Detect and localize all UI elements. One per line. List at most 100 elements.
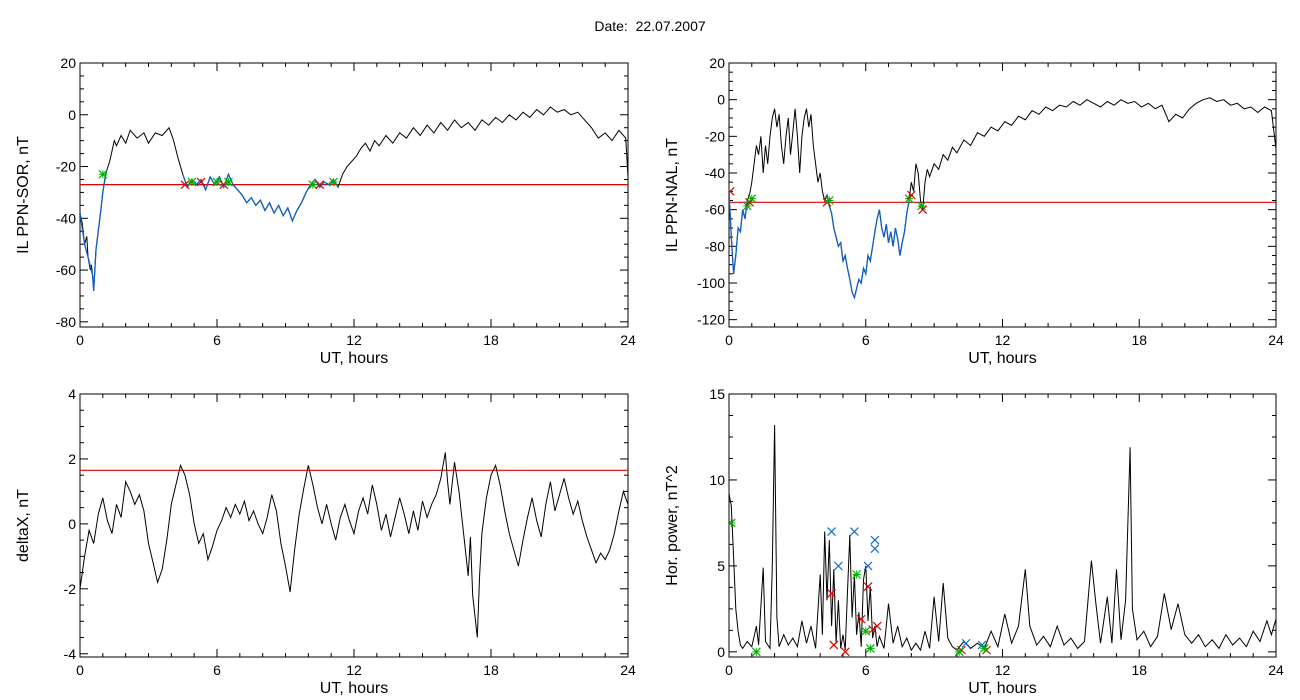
x-tick-label: 6 bbox=[862, 332, 870, 348]
y-axis-label: deltaX, nT bbox=[15, 489, 32, 562]
y-tick-label: -80 bbox=[56, 314, 76, 330]
marker-stroke bbox=[729, 186, 735, 194]
green-marker bbox=[917, 201, 927, 211]
y-tick-label: 10 bbox=[709, 472, 725, 488]
y-tick-label: -60 bbox=[56, 262, 76, 278]
x-tick-label: 18 bbox=[483, 332, 499, 348]
x-tick-label: 18 bbox=[1131, 332, 1147, 348]
chart-panel-2: 0 6 12 18 24 20 0 -20 -40 -60 -80 -100 -120 UT, hours… bbox=[664, 55, 1284, 367]
red-marker bbox=[827, 588, 836, 598]
marker-stroke bbox=[856, 614, 866, 624]
chart-panel-1: 0 6 12 18 24 20 0 -20 -40 -60 -80 UT, hours IL PPN-S… bbox=[15, 55, 636, 367]
x-axis-label: UT, hours bbox=[968, 350, 1036, 367]
y-tick-label: -100 bbox=[697, 275, 725, 291]
blue-marker bbox=[849, 527, 859, 536]
green-marker bbox=[861, 626, 871, 636]
plot-content bbox=[80, 106, 628, 291]
red-marker bbox=[196, 177, 206, 187]
y-tick-label: -120 bbox=[697, 312, 725, 328]
marker-stroke bbox=[829, 640, 839, 650]
green-marker bbox=[329, 177, 338, 187]
y-axis-label: IL PPN-NAL, nT bbox=[664, 138, 681, 252]
marker-stroke bbox=[315, 180, 325, 190]
green-marker bbox=[308, 180, 318, 190]
red-marker bbox=[180, 180, 190, 190]
x-tick-label: 12 bbox=[995, 662, 1011, 678]
blue-marker bbox=[833, 561, 843, 571]
red-marker bbox=[868, 625, 878, 634]
y-tick-label: 4 bbox=[68, 386, 76, 402]
x-tick-label: 24 bbox=[620, 332, 636, 348]
x-axis-label: UT, hours bbox=[320, 680, 388, 697]
x-tick-label: 18 bbox=[1131, 662, 1147, 678]
x-tick-label: 0 bbox=[725, 662, 733, 678]
x-tick-label: 6 bbox=[213, 662, 221, 678]
y-tick-label: 20 bbox=[709, 55, 725, 71]
marker-stroke bbox=[196, 177, 206, 187]
marker-stroke bbox=[868, 625, 878, 634]
blue-marker bbox=[863, 561, 873, 571]
plot-content bbox=[729, 97, 1276, 300]
marker-stroke bbox=[918, 205, 928, 215]
marker-stroke bbox=[840, 647, 850, 657]
marker-stroke bbox=[863, 582, 873, 591]
y-tick-label: -40 bbox=[705, 165, 725, 181]
series-line bbox=[80, 452, 628, 638]
y-tick-label: -60 bbox=[705, 202, 725, 218]
y-tick-label: 0 bbox=[68, 107, 76, 123]
y-tick-label: 20 bbox=[60, 55, 76, 71]
y-axis-label: Hor. power, nT^2 bbox=[664, 465, 681, 586]
y-tick-label: -20 bbox=[705, 128, 725, 144]
plot-content bbox=[729, 424, 1276, 657]
red-marker bbox=[872, 621, 882, 631]
series-line bbox=[729, 424, 1276, 652]
x-tick-label: 12 bbox=[346, 662, 362, 678]
green-marker bbox=[865, 643, 875, 653]
red-marker bbox=[840, 647, 850, 657]
marker-stroke bbox=[977, 640, 987, 650]
y-tick-label: 0 bbox=[717, 92, 725, 108]
x-tick-label: 24 bbox=[1268, 332, 1284, 348]
green-marker bbox=[212, 177, 222, 187]
green-marker bbox=[751, 647, 761, 657]
red-marker bbox=[856, 614, 866, 624]
highlight-segment bbox=[80, 171, 107, 291]
marker-stroke bbox=[827, 527, 836, 536]
marker-stroke bbox=[961, 638, 971, 648]
marker-stroke bbox=[863, 561, 873, 571]
series-line bbox=[729, 97, 1276, 300]
x-tick-label: 0 bbox=[76, 662, 84, 678]
chart-panel-3: 0 6 12 18 24 4 2 0 -2 -4 UT, hours deltaX, nT bbox=[15, 386, 636, 697]
green-marker bbox=[747, 194, 757, 204]
y-tick-label: 2 bbox=[68, 451, 76, 467]
y-tick-label: 0 bbox=[68, 516, 76, 532]
plot-frame bbox=[728, 393, 1277, 658]
green-marker bbox=[979, 643, 989, 653]
marker-stroke bbox=[849, 527, 859, 536]
highlight-segment bbox=[729, 191, 748, 274]
green-marker bbox=[187, 177, 197, 187]
x-tick-label: 0 bbox=[76, 332, 84, 348]
x-tick-label: 6 bbox=[213, 332, 221, 348]
y-tick-label: -20 bbox=[56, 159, 76, 175]
x-tick-label: 18 bbox=[483, 662, 499, 678]
x-tick-label: 12 bbox=[346, 332, 362, 348]
plot-frame bbox=[79, 393, 629, 658]
green-marker bbox=[98, 169, 108, 179]
x-tick-label: 12 bbox=[995, 332, 1011, 348]
figure-title: Date: 22.07.2007 bbox=[594, 18, 706, 34]
blue-marker bbox=[870, 535, 880, 545]
red-marker bbox=[906, 190, 916, 200]
green-marker bbox=[954, 647, 964, 657]
x-axis-label: UT, hours bbox=[968, 680, 1036, 697]
y-tick-label: 5 bbox=[717, 558, 725, 574]
green-marker bbox=[729, 518, 736, 528]
y-tick-label: -2 bbox=[64, 581, 77, 597]
marker-stroke bbox=[180, 180, 190, 190]
marker-stroke bbox=[827, 588, 836, 598]
red-marker bbox=[829, 640, 839, 650]
x-tick-label: 0 bbox=[725, 332, 733, 348]
plot-content bbox=[80, 452, 628, 638]
green-marker bbox=[852, 570, 862, 579]
